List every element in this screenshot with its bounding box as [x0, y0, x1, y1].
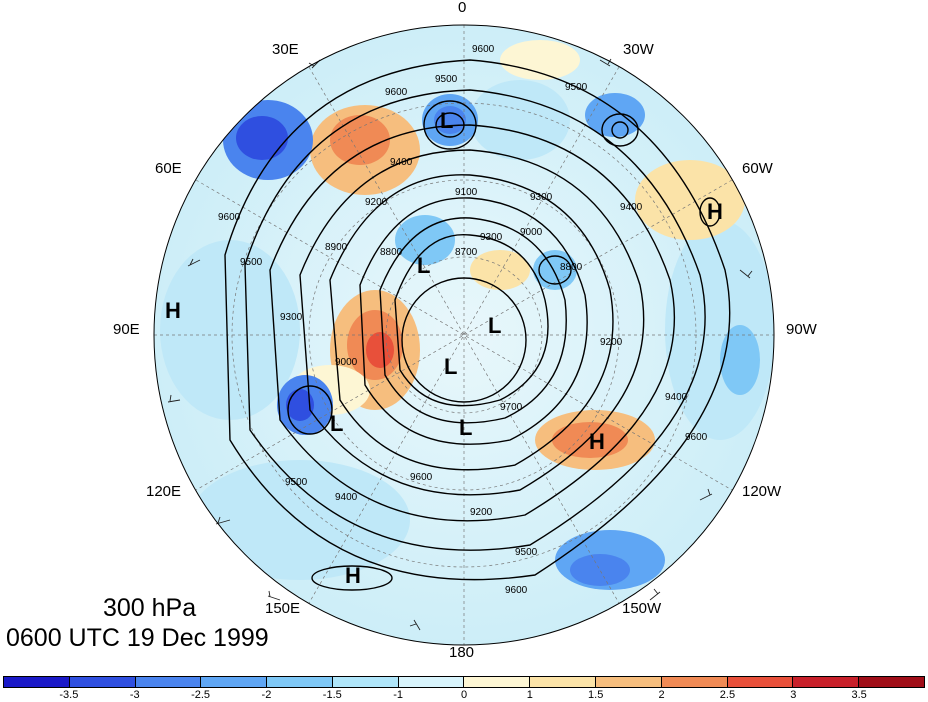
contour-label: 9000	[335, 357, 358, 368]
lon-label-90w: 90W	[786, 321, 817, 338]
height-contours	[224, 59, 731, 591]
colorbar-cell	[332, 677, 399, 687]
contour-label: 9500	[240, 257, 263, 268]
lon-label-30w: 30W	[623, 41, 654, 58]
lon-label-150w: 150W	[622, 600, 662, 617]
contour-label: 9600	[472, 44, 495, 55]
colorbar-tick-label: 1.5	[588, 689, 604, 701]
high-pressure-label: H	[165, 298, 181, 323]
colorbar-cell	[69, 677, 136, 687]
low-pressure-label: L	[488, 313, 502, 338]
colorbar-cell	[596, 677, 662, 687]
contour-label: 9200	[365, 197, 388, 208]
polar-map	[153, 24, 775, 646]
colorbar-cell	[661, 677, 728, 687]
contour-label: 9400	[665, 392, 688, 403]
lon-label-0: 0	[458, 0, 467, 16]
colorbar-tick-label: -1.5	[322, 689, 342, 701]
contour-label: 8800	[380, 247, 403, 258]
colorbar-cell	[135, 677, 202, 687]
contour-label: 9500	[435, 74, 458, 85]
contour-label: 9600	[218, 212, 241, 223]
lon-label-180: 180	[449, 644, 475, 661]
contour-label: 9500	[515, 547, 538, 558]
lon-label-150e: 150E	[265, 600, 301, 617]
colorbar-tick-label: 3	[790, 689, 797, 701]
contour-label: 8900	[325, 242, 348, 253]
low-pressure-label: L	[417, 253, 431, 278]
contour-label: 9300	[530, 192, 553, 203]
low-pressure-label: L	[440, 108, 454, 133]
contour-label: 9200	[600, 337, 623, 348]
contour-label: 9200	[470, 507, 493, 518]
contour-label: 9100	[455, 187, 478, 198]
lon-label-60w: 60W	[742, 160, 773, 177]
pressure-level-title: 300 hPa	[103, 594, 197, 622]
colorbar-tick-label: -2	[261, 689, 272, 701]
contour-label: 9700	[500, 402, 523, 413]
contour-label: 9600	[410, 472, 433, 483]
colorbar-tick-label: 2.5	[719, 689, 736, 701]
colorbar-cell	[464, 677, 531, 687]
low-pressure-label: L	[330, 411, 344, 436]
contour-label: 8800	[560, 262, 583, 273]
colorbar-cell	[530, 677, 597, 687]
colorbar-tick-label: -1	[393, 689, 404, 701]
colorbar-cell	[267, 677, 333, 687]
colorbar-tick-label: 3.5	[851, 689, 867, 701]
datetime-title: 0600 UTC 19 Dec 1999	[6, 624, 269, 652]
contour-label: 9500	[285, 477, 308, 488]
colorbar-cell	[4, 677, 70, 687]
contour-label: 9500	[565, 82, 588, 93]
colorbar-tick-label: -3	[129, 689, 140, 701]
colorbar-cell	[859, 677, 924, 687]
high-pressure-label: H	[345, 563, 361, 588]
lon-label-30e: 30E	[272, 41, 299, 58]
colorbar-cell	[727, 677, 794, 687]
colorbar-cell	[793, 677, 860, 687]
contour-label: 9600	[685, 432, 708, 443]
contour-label: 9000	[520, 227, 543, 238]
lon-label-120e: 120E	[146, 483, 182, 500]
colorbar-tick-label: -3.5	[59, 689, 79, 701]
contour-label: 9600	[385, 87, 408, 98]
high-pressure-label: H	[707, 199, 723, 224]
colorbar-tick-label: 2	[658, 689, 665, 701]
lon-label-90e: 90E	[113, 321, 140, 338]
lon-label-60e: 60E	[155, 160, 182, 177]
high-pressure-label: H	[589, 429, 605, 454]
low-pressure-label: L	[444, 354, 458, 379]
colorbar	[3, 676, 925, 688]
colorbar-tick-label: 1	[526, 689, 533, 701]
contour-label: 9400	[335, 492, 358, 503]
lon-label-120w: 120W	[742, 483, 782, 500]
anomaly-shading	[154, 25, 774, 645]
map-boundary	[153, 24, 775, 646]
contour-label: 8700	[455, 247, 478, 258]
colorbar-cell	[398, 677, 465, 687]
colorbar-tick-label: -2.5	[191, 689, 211, 701]
contour-label: 9400	[390, 157, 413, 168]
contour-label: 9300	[280, 312, 303, 323]
colorbar-cell	[201, 677, 268, 687]
contour-label: 9400	[620, 202, 643, 213]
low-pressure-label: L	[459, 415, 473, 440]
contour-label: 9600	[505, 585, 528, 596]
colorbar-tick-label: 0	[460, 689, 468, 701]
contour-label: 9300	[480, 232, 503, 243]
